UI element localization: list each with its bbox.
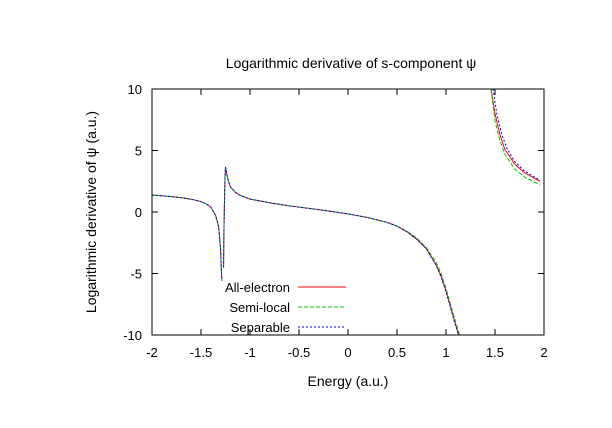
x-tick-label: -1.5: [190, 345, 212, 360]
series-line-3-branch-3: [492, 89, 541, 181]
x-tick-label: -0.5: [288, 345, 310, 360]
x-tick-label: 0: [344, 345, 351, 360]
x-tick-label: -2: [146, 345, 158, 360]
y-axis-label: Logarithmic derivative of ψ (a.u.): [83, 111, 99, 313]
x-axis-label: Energy (a.u.): [308, 373, 389, 389]
x-tick-label: 2: [540, 345, 547, 360]
legend: All-electron Semi-local Separable: [225, 280, 346, 335]
plot-area: [152, 89, 541, 335]
series-line-3-branch-2: [223, 167, 459, 335]
y-tick-label: 10: [128, 82, 142, 97]
y-tick-label: -5: [130, 267, 142, 282]
y-tick-label: 0: [135, 205, 142, 220]
legend-label-3: Separable: [231, 320, 290, 335]
x-tick-label: 1.5: [486, 345, 504, 360]
chart-title: Logarithmic derivative of s-component ψ: [226, 55, 476, 71]
ticks-layer: -2 -1.5 -1 -0.5 0 0.5 1 1.5 2 -10 -5 0 5 10: [123, 82, 547, 360]
y-tick-label: 5: [135, 144, 142, 159]
x-tick-label: 0.5: [388, 345, 406, 360]
legend-label-1: All-electron: [225, 280, 290, 295]
plot-frame: [151, 88, 545, 336]
y-tick-label: -10: [123, 328, 142, 343]
series-line-3-branch-1: [152, 194, 223, 281]
legend-label-2: Semi-local: [229, 300, 290, 315]
series-layer: [152, 89, 541, 335]
series-line-2-branch-3: [490, 89, 541, 186]
series-line-1-branch-3: [490, 89, 541, 182]
x-tick-label: 1: [442, 345, 449, 360]
x-tick-label: -1: [244, 345, 256, 360]
